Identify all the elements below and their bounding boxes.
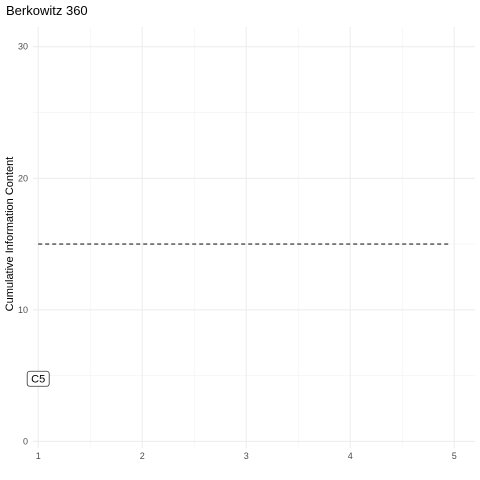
grid-major (33, 27, 475, 448)
y-axis-label: Cumulative Information Content (4, 157, 16, 312)
y-tick-labels: 0 10 20 30 (18, 42, 28, 447)
x-tick-labels: 1 2 3 4 5 (36, 451, 457, 461)
y-tick-label: 30 (18, 42, 28, 52)
x-tick-label: 1 (36, 451, 41, 461)
annotation-text: C5 (31, 373, 45, 385)
x-tick-label: 2 (140, 451, 145, 461)
x-tick-label: 5 (452, 451, 457, 461)
annotation-label: C5 (26, 370, 50, 387)
grid-minor (33, 27, 475, 448)
annotation-box (26, 370, 50, 387)
x-tick-label: 3 (244, 451, 249, 461)
y-tick-label: 10 (18, 305, 28, 315)
x-tick-label: 4 (348, 451, 353, 461)
y-tick-label: 0 (23, 436, 28, 446)
y-tick-label: 20 (18, 173, 28, 183)
annotations: C5 (26, 370, 50, 387)
chart-title: Berkowitz 360 (6, 3, 88, 18)
